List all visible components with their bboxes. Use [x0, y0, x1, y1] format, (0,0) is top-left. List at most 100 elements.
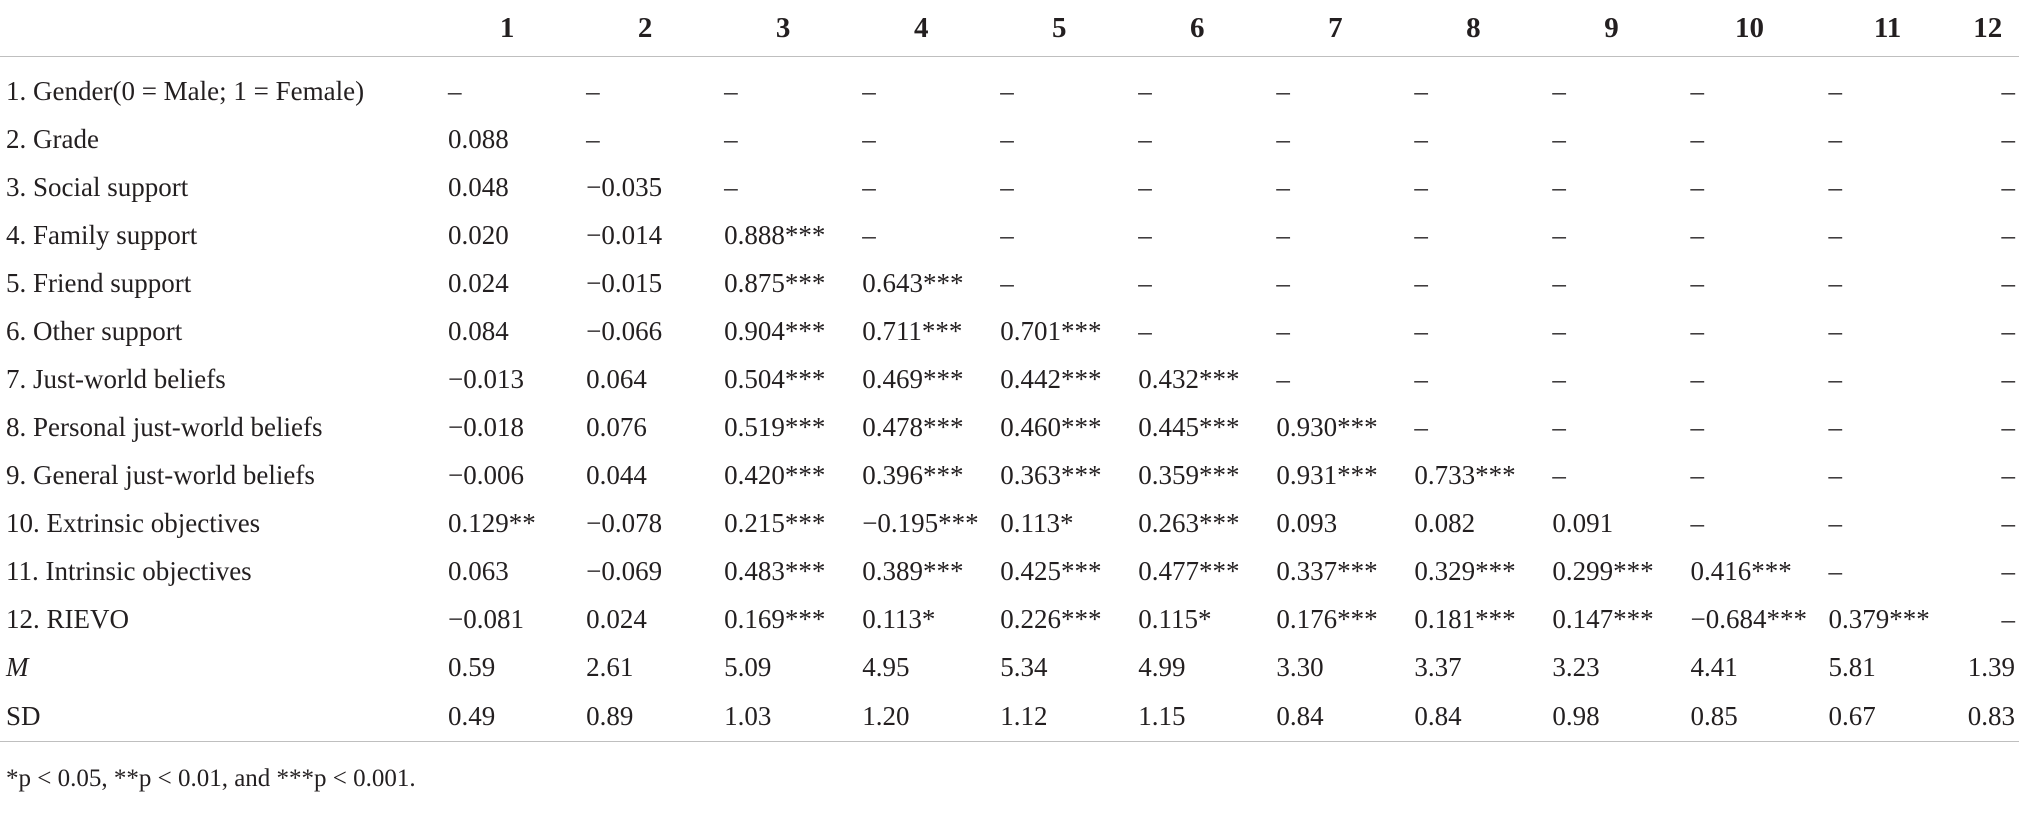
table-cell: –	[2001, 459, 2016, 490]
table-cell: 0.024	[586, 603, 647, 634]
table-cell: –	[1414, 267, 1428, 298]
column-header-2: 2	[576, 0, 715, 57]
row-label: 8. Personal just-world beliefs	[6, 411, 323, 442]
row-label: 1. Gender(0 = Male; 1 = Female)	[6, 75, 365, 106]
table-cell: –	[1828, 267, 1843, 298]
table-cell: 5.81	[1828, 651, 1876, 682]
table-cell: –	[1000, 219, 1014, 250]
table-cell: 0.98	[1542, 691, 1681, 742]
table-cell: 0.519***	[724, 411, 826, 442]
table-cell: –	[1552, 171, 1566, 202]
table-cell: –	[1414, 123, 1428, 154]
table-cell: –	[2001, 315, 2016, 346]
table-cell: –	[1414, 75, 1428, 106]
table-cell: –	[862, 123, 876, 154]
table-cell: 0.84	[1404, 691, 1543, 742]
column-header-1: 1	[438, 0, 577, 57]
table-cell: 0.076	[586, 411, 647, 442]
table-cell: –	[1414, 315, 1428, 346]
table-cell: −0.035	[586, 171, 663, 202]
table-row: 8. Personal just-world beliefs −0.018 0.07…	[0, 403, 2019, 451]
row-label: 12. RIEVO	[6, 603, 129, 634]
table-cell: –	[862, 75, 876, 106]
table-cell: –	[1690, 459, 1704, 490]
table-cell: 0.83	[1956, 691, 2019, 742]
table-row: 3. Social support 0.048 −0.035 – – – – – – – – – –	[0, 163, 2019, 211]
table-cell: –	[1828, 123, 1843, 154]
table-cell: −0.006	[448, 459, 525, 490]
table-cell: 0.478***	[862, 411, 964, 442]
table-cell: –	[1552, 267, 1566, 298]
table-cell: –	[1828, 411, 1843, 442]
correlation-table: 1 2 3 4 5 6 7 8 9 10 11 12 1. Gender(0 = Male; 1 = …	[0, 0, 2019, 742]
table-cell: –	[1138, 75, 1152, 106]
table-row: 11. Intrinsic objectives 0.063 −0.069 0.483…	[0, 547, 2019, 595]
table-cell: –	[1414, 363, 1428, 394]
table-row: 12. RIEVO −0.081 0.024 0.169*** 0.113* 0.226*…	[0, 595, 2019, 643]
table-cell: 0.169***	[724, 603, 826, 634]
table-cell: –	[724, 123, 738, 154]
table-row: SD 0.49 0.89 1.03 1.20 1.12 1.15 0.84 0.84 0.98 0.…	[0, 691, 2019, 742]
table-cell: –	[1276, 123, 1290, 154]
table-row: 2. Grade 0.088 – – – – – – – – – – –	[0, 115, 2019, 163]
table-cell: –	[2001, 555, 2016, 586]
table-cell: 0.84	[1266, 691, 1405, 742]
table-cell: 0.091	[1552, 507, 1614, 538]
table-row: 9. General just-world beliefs −0.006 0.044…	[0, 451, 2019, 499]
table-cell: –	[1690, 219, 1704, 250]
table-cell: –	[862, 219, 876, 250]
table-cell: 0.176***	[1276, 603, 1378, 634]
row-label: M	[6, 651, 29, 682]
table-cell: 0.044	[586, 459, 647, 490]
table-cell: 0.416***	[1690, 555, 1792, 586]
row-label: 10. Extrinsic objectives	[6, 507, 261, 538]
table-cell: −0.018	[448, 411, 525, 442]
table-cell: 0.432***	[1138, 363, 1240, 394]
table-cell: 3.23	[1552, 651, 1600, 682]
table-cell: –	[1000, 75, 1014, 106]
table-cell: 4.95	[862, 651, 910, 682]
column-header-5: 5	[990, 0, 1129, 57]
table-cell: –	[1000, 123, 1014, 154]
table-cell: 0.129**	[448, 507, 536, 538]
table-cell: −0.078	[586, 507, 663, 538]
table-cell: 0.082	[1414, 507, 1476, 538]
table-cell: 0.389***	[862, 555, 964, 586]
table-cell: 0.888***	[724, 219, 826, 250]
table-cell: –	[1690, 363, 1704, 394]
row-label: 5. Friend support	[6, 267, 192, 298]
table-cell: –	[448, 75, 462, 106]
column-header-8: 8	[1404, 0, 1543, 57]
table-cell: −0.013	[448, 363, 525, 394]
table-cell: 0.49	[438, 691, 577, 742]
table-cell: 0.181***	[1414, 603, 1516, 634]
table-cell: –	[1690, 411, 1704, 442]
correlation-table-container: 1 2 3 4 5 6 7 8 9 10 11 12 1. Gender(0 = Male; 1 = …	[0, 0, 2019, 742]
table-cell: 0.931***	[1276, 459, 1378, 490]
table-cell: –	[586, 123, 600, 154]
table-cell: –	[2001, 123, 2016, 154]
table-cell: 0.359***	[1138, 459, 1240, 490]
table-cell: 0.445***	[1138, 411, 1240, 442]
table-cell: 0.85	[1680, 691, 1819, 742]
table-cell: 0.483***	[724, 555, 826, 586]
row-label: 4. Family support	[6, 219, 198, 250]
table-cell: 2.61	[586, 651, 634, 682]
table-footnote: *p < 0.05, **p < 0.01, and ***p < 0.001.	[6, 765, 416, 792]
table-cell: –	[1000, 267, 1014, 298]
table-cell: –	[2001, 267, 2016, 298]
table-cell: 0.115*	[1138, 603, 1212, 634]
table-cell: −0.066	[586, 315, 663, 346]
table-cell: –	[1414, 171, 1428, 202]
table-cell: 0.67	[1818, 691, 1957, 742]
table-cell: –	[1552, 219, 1566, 250]
table-cell: –	[1276, 363, 1290, 394]
row-label: 7. Just-world beliefs	[6, 363, 226, 394]
table-cell: 0.113*	[862, 603, 936, 634]
table-cell: 5.34	[1000, 651, 1048, 682]
table-cell: –	[1828, 459, 1843, 490]
table-cell: –	[1828, 75, 1843, 106]
table-cell: 0.425***	[1000, 555, 1102, 586]
table-cell: −0.015	[586, 267, 663, 298]
column-header-6: 6	[1128, 0, 1267, 57]
